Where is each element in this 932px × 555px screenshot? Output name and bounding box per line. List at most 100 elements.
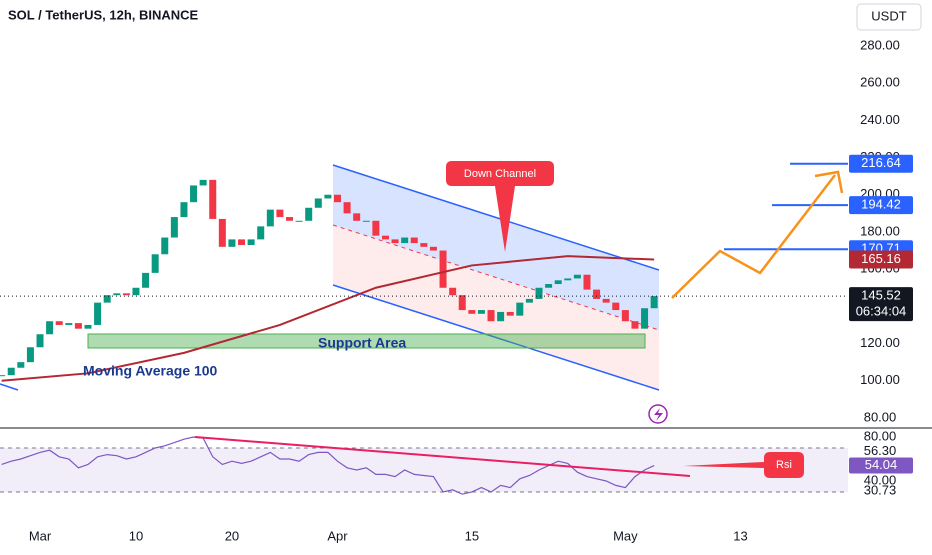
- candle: [612, 302, 620, 311]
- candle: [621, 310, 629, 322]
- candle: [564, 278, 572, 281]
- candle: [161, 237, 169, 255]
- level-label: 216.64: [861, 155, 901, 170]
- callout-label: Down Channel: [464, 168, 536, 180]
- candle: [190, 185, 198, 203]
- y-tick-label: 280.00: [860, 37, 900, 52]
- x-tick-label: May: [613, 528, 638, 543]
- x-tick-label: 13: [733, 528, 747, 543]
- candle: [238, 239, 246, 245]
- y-tick-label: 100.00: [860, 372, 900, 387]
- candle: [343, 202, 351, 214]
- candle: [84, 324, 92, 329]
- candle: [142, 272, 150, 288]
- candle: [545, 284, 553, 288]
- candle: [314, 198, 322, 208]
- projection: [671, 174, 836, 299]
- candle: [362, 220, 370, 222]
- callout: [446, 161, 554, 252]
- candle: [554, 280, 562, 285]
- candle: [266, 209, 274, 227]
- candle: [276, 209, 284, 218]
- candle: [602, 298, 610, 303]
- ma-value-label-bg: [849, 250, 913, 269]
- rsi-tick-label: 40.00: [864, 472, 897, 487]
- countdown: 06:34:04: [856, 304, 907, 319]
- moving-average: [1, 255, 655, 382]
- candle: [372, 220, 380, 236]
- projection-head: [814, 170, 844, 194]
- x-tick-label: 20: [225, 528, 239, 543]
- level-label-bg: [849, 154, 913, 173]
- candle: [525, 298, 533, 303]
- rsi-marks: [1, 436, 655, 495]
- rsi-callout-label: Rsi: [776, 459, 792, 471]
- y-tick-label: 260.00: [860, 75, 900, 90]
- candle: [132, 287, 140, 296]
- candle: [247, 239, 255, 245]
- y-tick-label: 120.00: [860, 335, 900, 350]
- candle: [410, 237, 418, 244]
- candle: [429, 246, 437, 251]
- candle: [573, 274, 581, 279]
- chart-title: SOL / TetherUS, 12h, BINANCE: [8, 7, 199, 22]
- channel-bottom: [332, 284, 660, 391]
- candle: [74, 323, 82, 329]
- candle: [324, 194, 332, 199]
- alert-bolt: [654, 408, 663, 421]
- x-tick-label: Mar: [29, 528, 52, 543]
- candle: [103, 295, 111, 303]
- currency-button[interactable]: [856, 3, 922, 31]
- candle: [631, 321, 639, 329]
- channel-lower-fill: [333, 225, 659, 390]
- candle: [535, 287, 543, 299]
- rsi-tick-label: 80.00: [864, 428, 897, 443]
- candle: [381, 235, 389, 240]
- candle: [113, 293, 121, 296]
- channel-mid: [332, 224, 660, 331]
- candle: [228, 239, 236, 247]
- candle: [458, 295, 466, 311]
- candle: [305, 207, 313, 221]
- ma-label: Moving Average 100: [83, 363, 218, 379]
- rsi-level-label: 30.73: [864, 483, 897, 498]
- candle: [420, 243, 428, 247]
- candle: [218, 218, 226, 247]
- axes: 80.00100.00120.00140.00160.00180.00200.0…: [29, 37, 913, 543]
- candle: [26, 347, 34, 363]
- candle: [0, 375, 6, 377]
- current-price-label: 145.52: [861, 288, 901, 303]
- candle: [391, 239, 399, 244]
- candle: [333, 194, 341, 203]
- candle: [401, 237, 409, 244]
- candle: [180, 202, 188, 218]
- rsi-value-bg: [849, 457, 913, 474]
- candle: [55, 321, 63, 325]
- candle: [199, 179, 207, 186]
- candle: [449, 287, 457, 296]
- candle: [209, 179, 217, 219]
- candle: [487, 310, 495, 322]
- candle: [295, 220, 303, 222]
- level-label: 194.42: [861, 197, 901, 212]
- channel-top: [332, 164, 660, 271]
- candle: [353, 213, 361, 221]
- candle: [439, 250, 447, 288]
- rsi-line: [1, 436, 655, 495]
- candle: [506, 311, 514, 316]
- candle: [468, 310, 476, 314]
- candle: [593, 289, 601, 299]
- candle: [122, 293, 130, 296]
- x-tick-label: 10: [129, 528, 143, 543]
- support-area: [87, 333, 646, 349]
- x-tick-label: 15: [465, 528, 479, 543]
- candle: [516, 302, 524, 316]
- rsi-level-label: 56.30: [864, 443, 897, 458]
- candle: [65, 323, 73, 325]
- currency-label: USDT: [871, 8, 906, 23]
- candle: [286, 217, 294, 221]
- candle: [170, 217, 178, 238]
- candle: [151, 254, 159, 273]
